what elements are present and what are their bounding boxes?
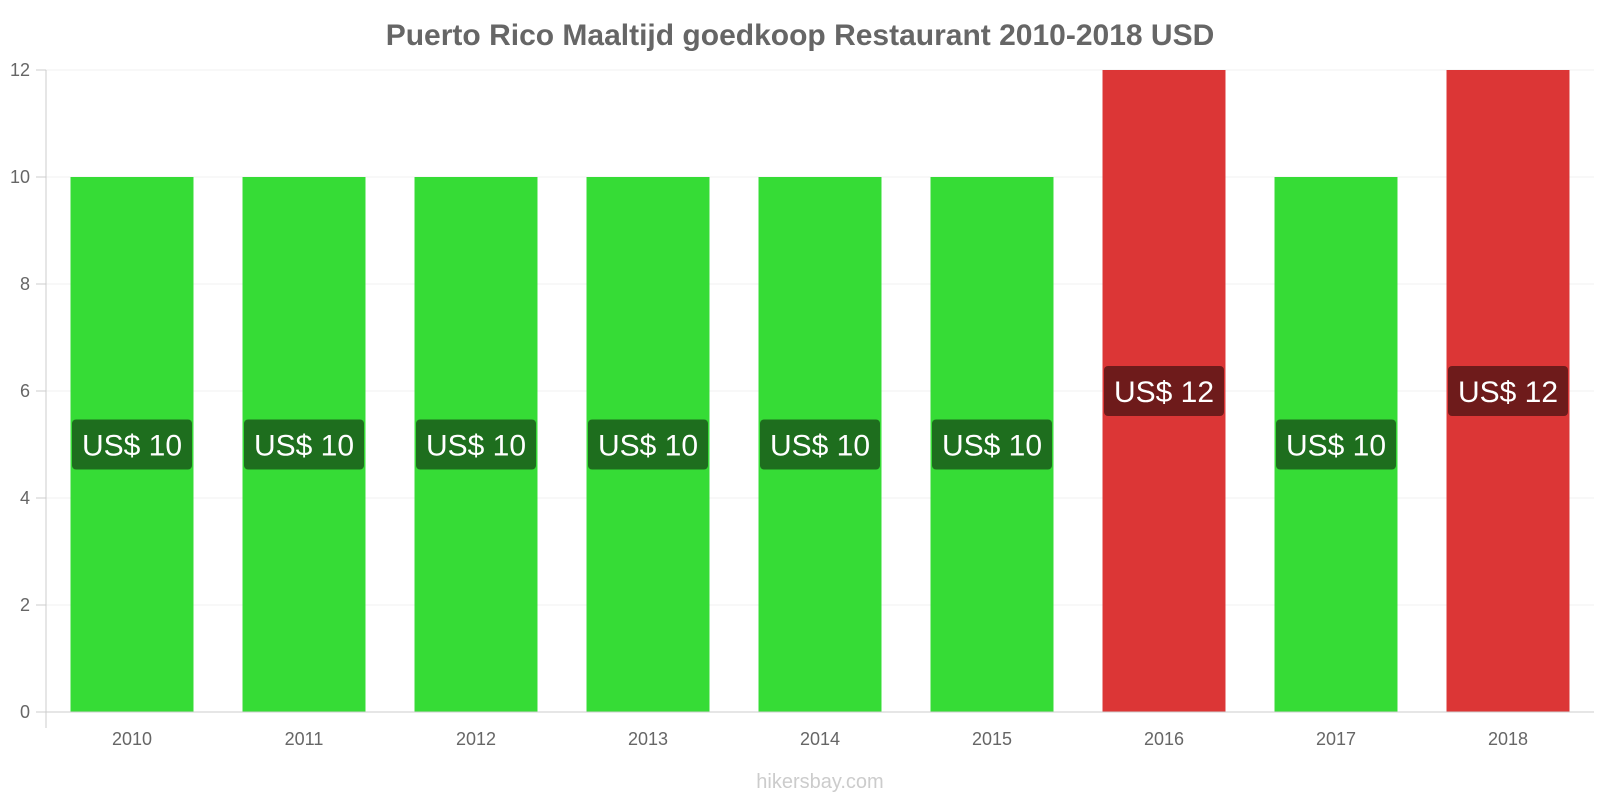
- bar-label-box: [1104, 366, 1224, 416]
- bar-label-box: [416, 419, 536, 470]
- x-tick-label: 2013: [628, 729, 668, 749]
- bar-data-label: US$ 10: [598, 430, 698, 463]
- y-tick-label: 12: [10, 60, 30, 80]
- bar-data-label: US$ 10: [1286, 430, 1386, 463]
- bar-data-label: US$ 12: [1458, 376, 1558, 409]
- chart-title: Puerto Rico Maaltijd goedkoop Restaurant…: [386, 19, 1215, 52]
- x-tick-label: 2014: [800, 729, 840, 749]
- bar-data-label: US$ 10: [426, 430, 526, 463]
- bar-data-label: US$ 10: [942, 430, 1042, 463]
- bar-data-label: US$ 10: [254, 430, 354, 463]
- bar-data-label: US$ 12: [1114, 376, 1214, 409]
- bar-label-box: [760, 419, 880, 470]
- x-tick-label: 2017: [1316, 729, 1356, 749]
- bar-label-box: [588, 419, 708, 470]
- bar-label-box: [72, 419, 192, 470]
- bar-label-box: [1276, 419, 1396, 470]
- x-tick-label: 2015: [972, 729, 1012, 749]
- y-tick-label: 4: [20, 488, 30, 508]
- y-tick-label: 6: [20, 381, 30, 401]
- x-tick-label: 2010: [112, 729, 152, 749]
- x-tick-label: 2012: [456, 729, 496, 749]
- y-tick-label: 2: [20, 595, 30, 615]
- y-axis-ticks: 0 2 4 6 8 10 12: [10, 60, 46, 722]
- bar-label-box: [932, 419, 1052, 470]
- bar-data-label: US$ 10: [82, 430, 182, 463]
- bars: US$ 10 US$ 10 US$ 10 US$ 10 US$ 10 US$ 10 US$ …: [70, 70, 1570, 712]
- y-tick-label: 0: [20, 702, 30, 722]
- bar-label-box: [1448, 366, 1568, 416]
- x-tick-label: 2011: [285, 729, 324, 749]
- x-axis-ticks: 2010 2011 2012 2013 2014 2015 2016 2017 2018: [112, 729, 1528, 749]
- bar-data-label: US$ 10: [770, 430, 870, 463]
- y-tick-label: 10: [10, 167, 30, 187]
- x-tick-label: 2016: [1144, 729, 1184, 749]
- x-tick-label: 2018: [1488, 729, 1528, 749]
- bar-label-box: [244, 419, 364, 470]
- y-tick-label: 8: [20, 274, 30, 294]
- credit-watermark: hikersbay.com: [756, 771, 883, 793]
